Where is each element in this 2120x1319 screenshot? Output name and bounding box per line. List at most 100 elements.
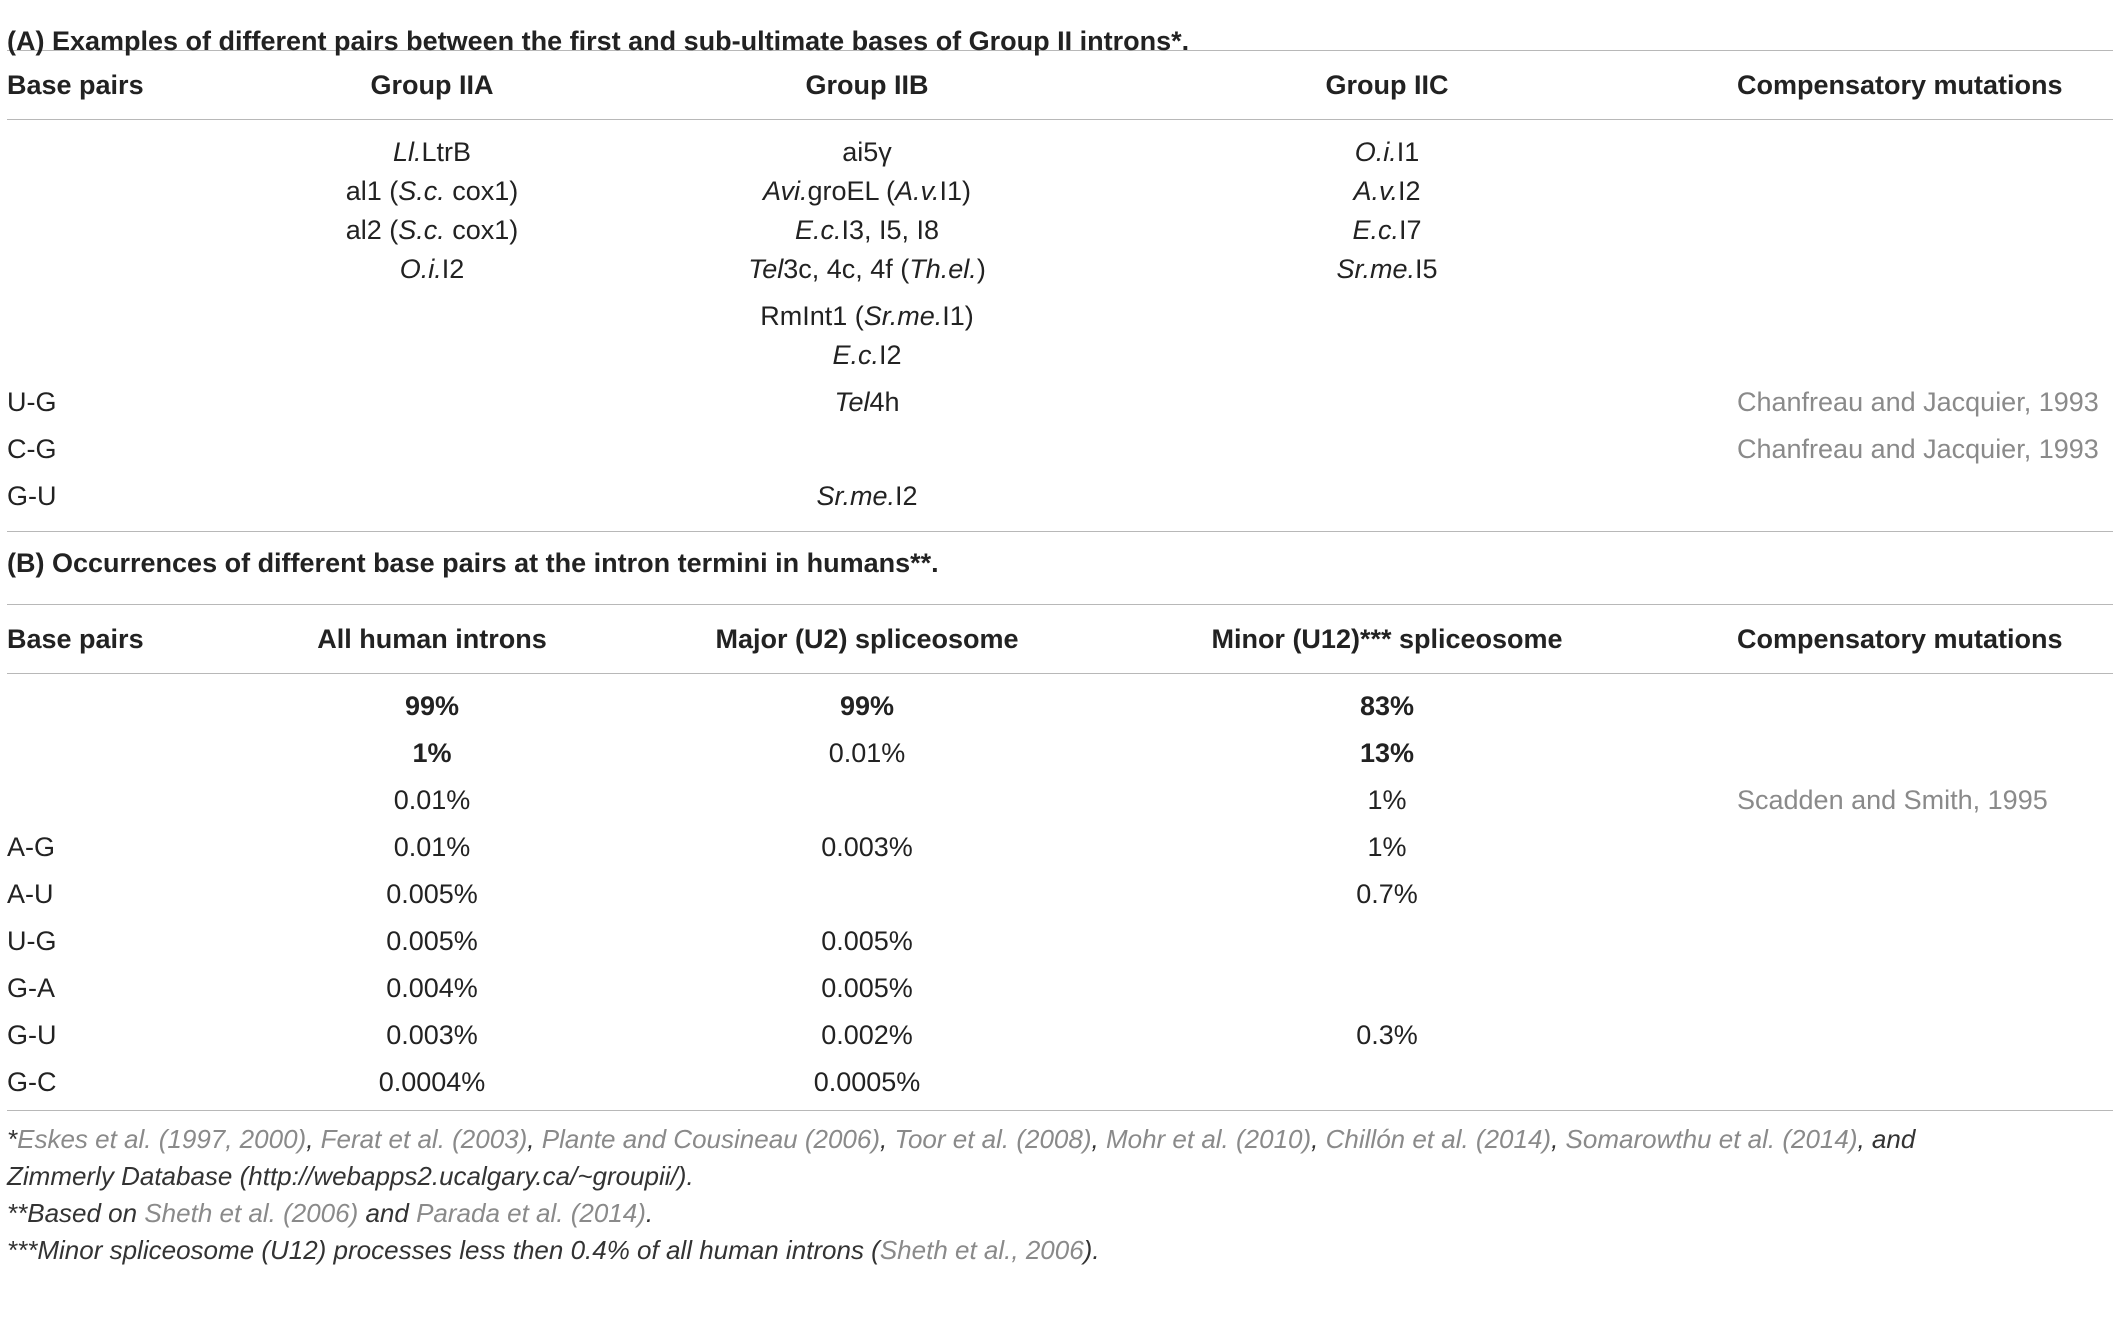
footnote-ref-link[interactable]: Ferat et al. (2003) — [320, 1124, 528, 1154]
header-base-pairs: Base pairs — [7, 623, 144, 654]
table-row: G-U Sr.me.I2 — [7, 477, 2113, 516]
separator: , — [1091, 1124, 1106, 1154]
cell-pair: G-A — [7, 973, 56, 1003]
table-row: G-A 0.004% 0.005% — [7, 969, 2113, 1016]
cell-all-human: 0.01% — [393, 832, 471, 862]
footnote-ref-link[interactable]: Mohr et al. (2010) — [1105, 1124, 1312, 1154]
footnote-ref-link[interactable]: Toor et al. (2008) — [894, 1124, 1092, 1154]
intron-entry: E.c.I2 — [832, 340, 902, 370]
footnote-tail: Zimmerly Database (http://webapps2.ucalg… — [7, 1161, 694, 1191]
cell-major-u2: 0.003% — [821, 832, 913, 862]
cell-compensatory — [1637, 922, 2113, 969]
separator: , — [527, 1124, 542, 1154]
table-container: (A) Examples of different pairs between … — [7, 0, 2113, 1269]
header-all-human: All human introns — [317, 623, 547, 654]
cell-group-iic: O.i.I1 A.v.I2 E.c.I7 Sr.me.I5 — [1137, 133, 1637, 375]
cell-pair: G-U — [7, 481, 57, 511]
intron-entry: Tel3c, 4c, 4f (Th.el.) — [748, 254, 986, 284]
cell-group-iic — [1137, 477, 1637, 516]
cell-all-human: 1% — [412, 738, 452, 768]
footnote-ref-link[interactable]: Eskes et al. (1997, 2000) — [17, 1124, 307, 1154]
cell-major-u2: 0.005% — [821, 973, 913, 1003]
footnote-text: . — [645, 1198, 654, 1228]
cell-minor-u12: 1% — [1367, 785, 1407, 815]
cell-all-human: 0.01% — [393, 785, 471, 815]
cell-major-u2: 0.01% — [828, 738, 906, 768]
intron-entry: al1 (S.c. cox1) — [345, 176, 519, 206]
footnote-ref-link[interactable]: Somarowthu et al. (2014) — [1565, 1124, 1858, 1154]
cell-all-human: 0.0004% — [378, 1067, 486, 1097]
footnote-text: **Based on — [7, 1198, 145, 1228]
footnote-2: **Based on Sheth et al. (2006) and Parad… — [7, 1195, 2113, 1232]
cell-compensatory: Chanfreau and Jacquier, 1993 — [1737, 387, 2099, 417]
cell-major-u2: 0.0005% — [813, 1067, 921, 1097]
cell-pair: G-U — [7, 1020, 57, 1050]
footnote-text: ). — [1083, 1235, 1100, 1265]
separator: , — [880, 1124, 895, 1154]
cell-compensatory — [1637, 133, 2113, 375]
cell-pair — [7, 734, 267, 781]
section-b-header-row: Base pairs All human introns Major (U2) … — [7, 605, 2113, 673]
table-row: A-G 0.01% 0.003% 1% — [7, 828, 2113, 875]
header-group-iia: Group IIA — [370, 69, 494, 100]
header-compensatory: Compensatory mutations — [1737, 69, 2063, 100]
cell-group-iic — [1137, 383, 1637, 422]
footnote-text: and — [358, 1198, 417, 1228]
intron-entry: ai5γ — [842, 137, 892, 167]
cell-all-human: 0.005% — [386, 879, 478, 909]
footnote-1: *Eskes et al. (1997, 2000), Ferat et al.… — [7, 1121, 2113, 1195]
cell-all-human: 99% — [404, 691, 460, 721]
cell-compensatory — [1637, 734, 2113, 781]
intron-entry: E.c.I7 — [1352, 215, 1422, 245]
footnotes: *Eskes et al. (1997, 2000), Ferat et al.… — [7, 1111, 2113, 1269]
intron-entry: O.i.I1 — [1354, 137, 1420, 167]
cell-major-u2: 0.005% — [821, 926, 913, 956]
section-a-title: (A) Examples of different pairs between … — [7, 26, 1190, 56]
section-b-title: (B) Occurrences of different base pairs … — [7, 548, 939, 578]
cell-group-iib: Sr.me.I2 — [816, 481, 918, 511]
footnote-ref-link[interactable]: Sheth et al., 2006 — [879, 1235, 1084, 1265]
divider — [7, 50, 2113, 51]
cell-pair — [7, 133, 267, 375]
table-row: 1% 0.01% 13% — [7, 734, 2113, 781]
intron-entry: RmInt1 (Sr.me.I1) — [760, 301, 974, 331]
section-a-header-row: Base pairs Group IIA Group IIB Group IIC… — [7, 51, 2113, 119]
intron-entry: Avi.groEL (A.v.I1) — [762, 176, 972, 206]
cell-group-iib: ai5γ Avi.groEL (A.v.I1) E.c.I3, I5, I8 T… — [597, 133, 1137, 375]
footnote-ref-link[interactable]: Parada et al. (2014) — [416, 1198, 646, 1228]
cell-group-iia: Ll.LtrB al1 (S.c. cox1) al2 (S.c. cox1) … — [267, 133, 597, 375]
cell-minor-u12: 0.3% — [1356, 1020, 1418, 1050]
section-b-body: 99% 99% 83% 1% 0.01% 13% 0.01% 1% Scadde… — [7, 674, 2113, 1110]
intron-entry: O.i.I2 — [399, 254, 465, 284]
cell-major-u2: 0.002% — [821, 1020, 913, 1050]
cell-pair: U-G — [7, 387, 57, 417]
table-row: C-G Chanfreau and Jacquier, 1993 — [7, 430, 2113, 469]
cell-group-iic — [1137, 430, 1637, 469]
cell-all-human: 0.004% — [386, 973, 478, 1003]
cell-minor-u12: 0.7% — [1356, 879, 1418, 909]
cell-major-u2 — [597, 781, 1137, 828]
cell-compensatory — [1637, 969, 2113, 1016]
footnote-text: ***Minor spliceosome (U12) processes les… — [7, 1235, 880, 1265]
footnote-ref-link[interactable]: Plante and Cousineau (2006) — [541, 1124, 880, 1154]
cell-pair: G-C — [7, 1067, 57, 1097]
cell-compensatory — [1637, 875, 2113, 922]
cell-compensatory — [1637, 477, 2113, 516]
footnote-ref-link[interactable]: Chillón et al. (2014) — [1325, 1124, 1552, 1154]
header-group-iib: Group IIB — [805, 69, 929, 100]
footnote-3: ***Minor spliceosome (U12) processes les… — [7, 1232, 2113, 1269]
cell-group-iia — [267, 430, 597, 469]
header-compensatory: Compensatory mutations — [1737, 623, 2063, 654]
header-major-u2: Major (U2) spliceosome — [715, 623, 1019, 654]
header-minor-u12: Minor (U12)*** spliceosome — [1211, 623, 1563, 654]
cell-compensatory: Chanfreau and Jacquier, 1993 — [1737, 434, 2099, 464]
separator: , — [1311, 1124, 1326, 1154]
cell-compensatory — [1637, 1063, 2113, 1110]
cell-minor-u12 — [1137, 969, 1637, 1016]
cell-major-u2 — [597, 875, 1137, 922]
cell-minor-u12: 13% — [1359, 738, 1415, 768]
header-base-pairs: Base pairs — [7, 69, 144, 100]
cell-compensatory — [1637, 1016, 2113, 1063]
footnote-ref-link[interactable]: Sheth et al. (2006) — [144, 1198, 359, 1228]
table-row: U-G Tel4h Chanfreau and Jacquier, 1993 — [7, 383, 2113, 422]
